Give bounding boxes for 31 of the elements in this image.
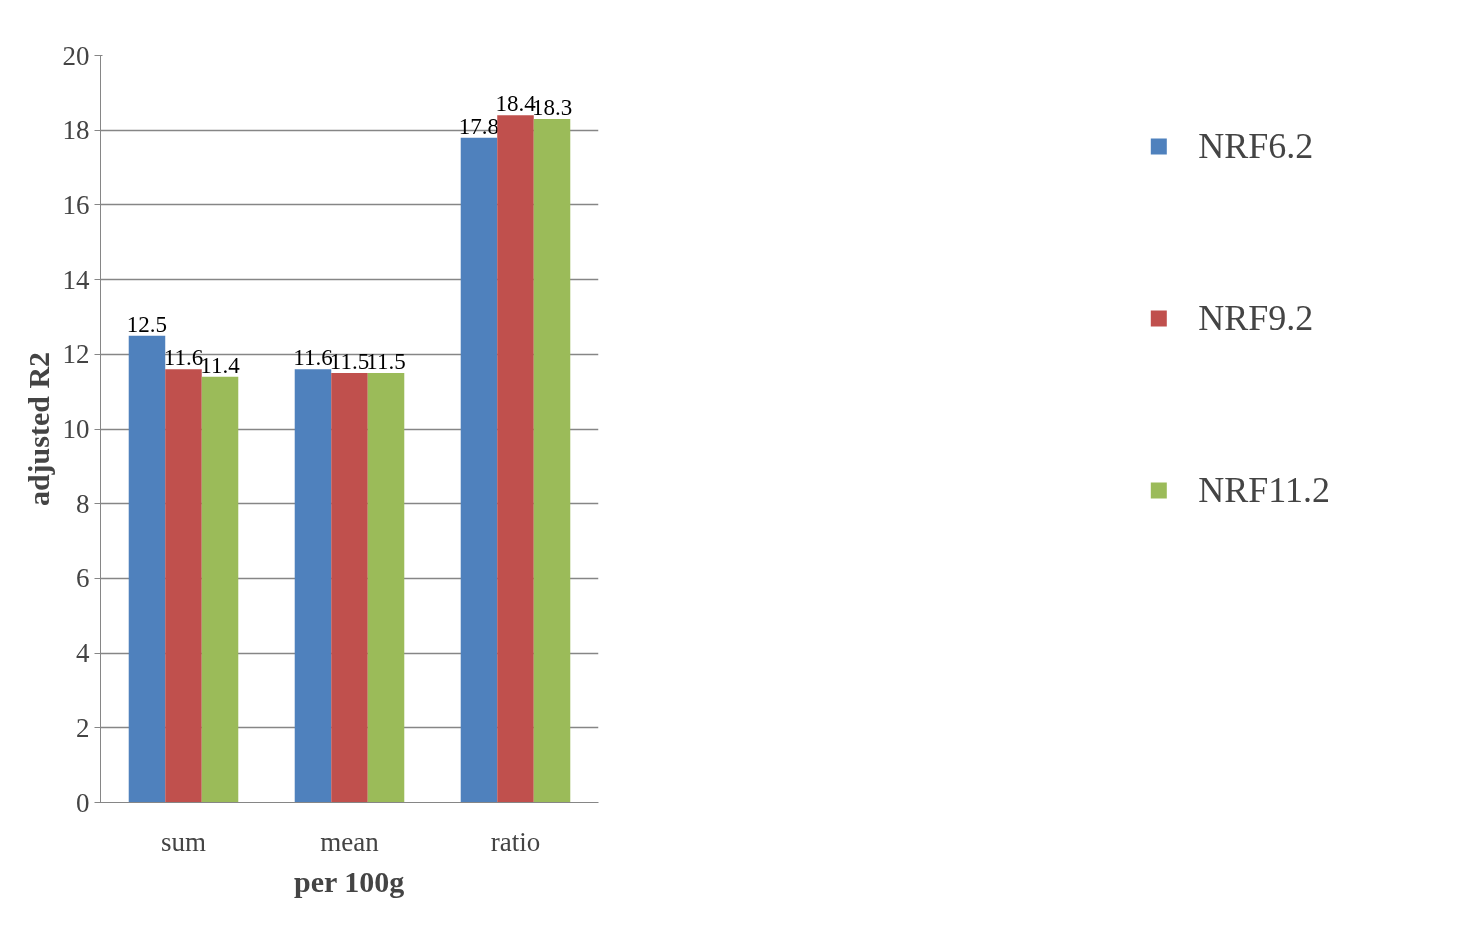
y-tick-label: 4 — [76, 638, 90, 669]
legend-label: NRF9.2 — [1198, 297, 1314, 339]
y-axis-title: adjusted R2 — [21, 351, 55, 507]
x-tick-label: mean — [320, 826, 380, 857]
bar — [294, 369, 332, 803]
bar — [128, 335, 166, 803]
y-tick-label: 12 — [62, 339, 90, 370]
y-tick-label: 20 — [62, 40, 90, 71]
legend-label: NRF11.2 — [1198, 469, 1330, 511]
x-tick-label: ratio — [490, 826, 541, 857]
bar — [533, 119, 571, 803]
bar — [367, 372, 405, 803]
y-tick-label: 16 — [62, 189, 90, 220]
y-tick-label: 0 — [76, 787, 90, 818]
y-tick-label: 18 — [62, 115, 90, 146]
legend-label: NRF6.2 — [1198, 125, 1314, 167]
x-tick-label: sum — [161, 826, 207, 857]
bar — [460, 137, 498, 803]
x-axis-title: per 100g — [294, 864, 405, 898]
bar — [201, 376, 239, 803]
data-label: 17.8 — [458, 113, 500, 139]
bar — [165, 369, 202, 803]
y-tick-label: 14 — [62, 264, 90, 295]
bar — [331, 372, 368, 803]
data-label: 11.6 — [163, 345, 204, 371]
y-tick-label: 8 — [76, 488, 90, 519]
y-tick-label: 6 — [76, 563, 90, 594]
bar — [497, 115, 534, 803]
y-tick-label: 10 — [62, 414, 90, 444]
y-tick-label: 2 — [76, 712, 90, 743]
data-label: 12.5 — [126, 311, 168, 337]
